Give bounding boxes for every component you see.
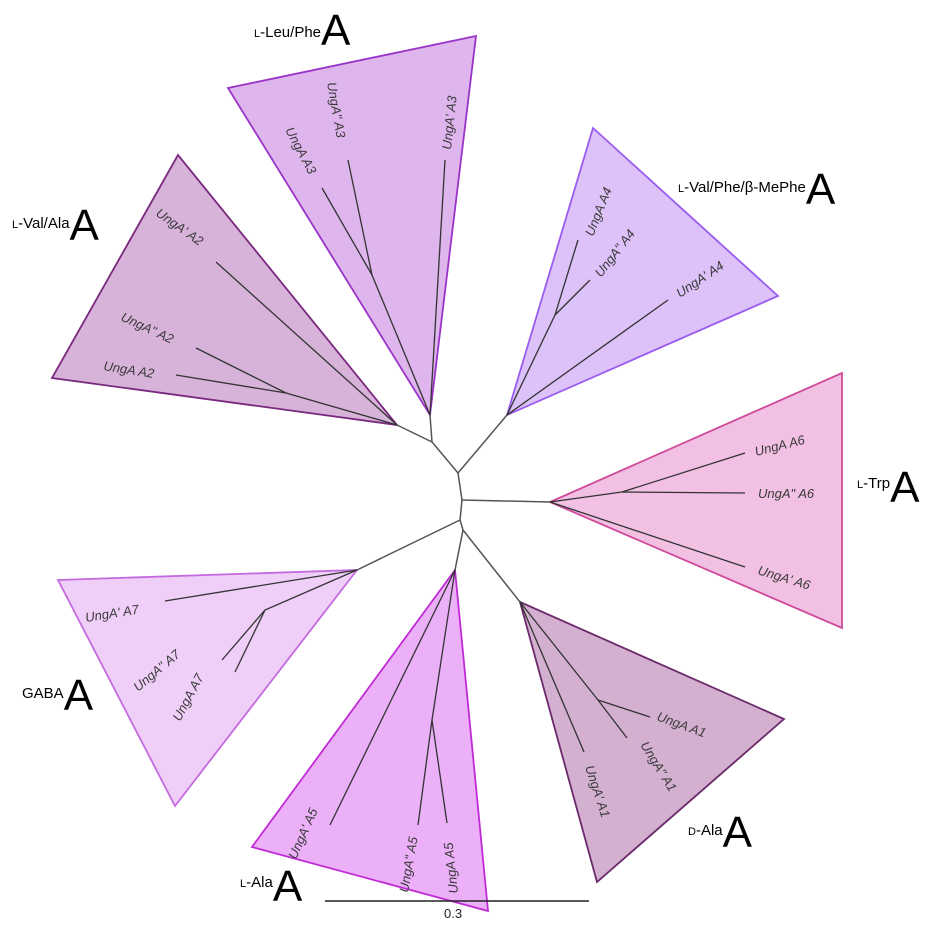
clade-triangle-d-ala — [518, 600, 786, 884]
clade-label-d-ala: D-AlaA — [688, 808, 753, 857]
clade-label-gaba: GABAA — [22, 671, 94, 720]
clade-label-l-leu-phe: L-Leu/PheA — [254, 6, 351, 55]
clade-triangle-l-val-ala — [50, 153, 400, 427]
svg-text:L-Val/AlaA: L-Val/AlaA — [12, 201, 100, 250]
clade-label-l-ala: L-AlaA — [240, 862, 303, 911]
clade-triangle-gaba — [56, 569, 359, 808]
internal-branches — [356, 414, 551, 603]
leaf-label-ungapp-a6: UngA" A6 — [758, 486, 815, 501]
svg-text:L-Leu/PheA: L-Leu/PheA — [254, 6, 351, 55]
leaf-label-unga-a5: UngA A5 — [441, 841, 461, 894]
clade-label-l-val-phe-bmephe: L-Val/Phe/β-MePheA — [678, 165, 836, 214]
svg-text:L-Val/Phe/β-MePheA: L-Val/Phe/β-MePheA — [678, 165, 836, 214]
svg-text:D-AlaA: D-AlaA — [688, 808, 753, 857]
scale-bar-label: 0.3 — [444, 906, 462, 921]
svg-text:GABAA: GABAA — [22, 671, 94, 720]
leaf-branches — [164, 159, 746, 826]
clade-label-l-val-ala: L-Val/AlaA — [12, 201, 100, 250]
scale-bar: 0.3 — [325, 900, 589, 921]
clade-triangle-l-val-phe-bmephe — [505, 126, 780, 417]
leaf-label-ungap-a3: UngA' A3 — [439, 94, 460, 150]
clade-label-l-trp: L-TrpA — [857, 463, 920, 512]
svg-text:L-AlaA: L-AlaA — [240, 862, 303, 911]
clade-triangle-l-ala — [250, 567, 490, 913]
clade-labels: L-Leu/PheA L-Val/Phe/β-MePheA L-Val/AlaA… — [12, 6, 920, 911]
clade-triangle-l-trp — [547, 371, 843, 630]
clade-triangle-l-leu-phe — [226, 34, 478, 418]
svg-text:L-TrpA: L-TrpA — [857, 463, 920, 512]
